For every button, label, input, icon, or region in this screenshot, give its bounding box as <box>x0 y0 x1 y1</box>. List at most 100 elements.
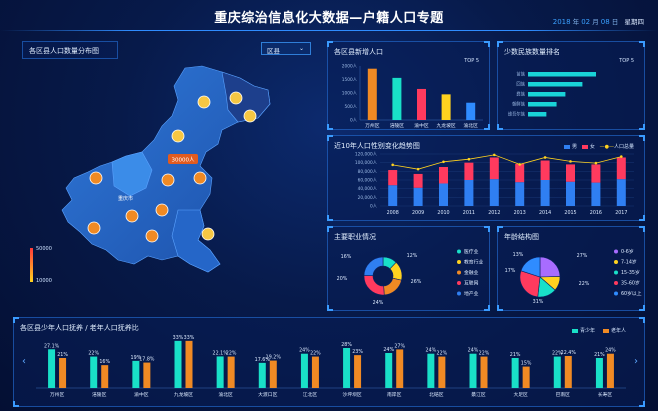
y-tick-label: 500人 <box>345 104 358 110</box>
x-tick-label: 綦江区 <box>471 391 486 398</box>
legend-dot <box>457 270 461 275</box>
marker-pin[interactable] <box>201 227 215 241</box>
pie-percent-label: 26% <box>411 279 422 285</box>
value-label-old: 21% <box>57 352 68 358</box>
bar-old <box>269 360 277 388</box>
x-tick-label: 涪陵区 <box>92 391 107 398</box>
legend-young: 青少年 <box>580 328 596 334</box>
y-tick-label: 20,000人 <box>358 195 378 201</box>
total-point <box>543 156 547 159</box>
trend-title: 近10年人口性别变化趋势图 <box>334 142 420 150</box>
bar <box>417 88 426 120</box>
value-label-old: 33% <box>184 335 195 341</box>
map-legend-max: 50000 <box>36 246 52 252</box>
y-tick-label: 回族 <box>516 81 525 88</box>
value-label-old: 15% <box>521 361 532 367</box>
bar-female <box>413 173 423 188</box>
date-day-suffix: 日 <box>611 18 619 26</box>
y-tick-label: 0人 <box>350 118 358 124</box>
page-title: 重庆综治信息化大数据—户籍人口专题 <box>214 11 444 26</box>
marker-pin[interactable] <box>87 221 101 235</box>
value-label-young: 22.1% <box>213 350 229 356</box>
y-tick-label: 维吾尔族 <box>508 111 526 118</box>
x-tick-label: 2011 <box>463 210 475 216</box>
bar-old <box>101 365 109 388</box>
value-label-young: 17.6% <box>255 357 271 363</box>
x-tick-label: 沙坪坝区 <box>342 391 361 398</box>
pie-percent-label: 24% <box>373 300 384 306</box>
y-tick-label: 1000人 <box>342 91 358 97</box>
pie-percent-label: 13% <box>513 252 524 258</box>
total-point <box>594 161 598 165</box>
legend-label: 医疗业 <box>464 248 479 255</box>
map-markers <box>87 91 257 243</box>
x-tick-label: 2014 <box>539 210 551 216</box>
map-region-north[interactable] <box>221 71 271 123</box>
legend-label: 互联网 <box>464 280 479 287</box>
legend-label: 金融业 <box>464 269 479 276</box>
map-popup <box>168 154 198 164</box>
bar-male <box>439 183 448 206</box>
bar-female <box>515 163 525 183</box>
legend-total: 人口总量 <box>613 144 634 150</box>
bar <box>528 92 566 97</box>
y-tick-label: 100,000人 <box>355 160 378 166</box>
marker-pin[interactable] <box>155 203 169 217</box>
district-select[interactable]: 区县 ⌄ <box>261 42 311 55</box>
bar-male <box>566 181 575 206</box>
bar-female <box>540 160 550 180</box>
bar-male <box>540 180 550 206</box>
bar-young <box>343 348 351 388</box>
next-arrow-icon[interactable]: › <box>634 356 638 367</box>
new-population-panel: 各区县新增人口 TOP 5 2000人 1500人 1000人 500人 0人 万州区 涪陵… <box>327 41 490 130</box>
x-tick-label: 2012 <box>488 210 500 216</box>
marker-pin[interactable] <box>125 209 139 223</box>
marker-pin[interactable] <box>89 171 103 185</box>
total-point <box>569 160 572 163</box>
x-tick-label: 南岸区 <box>387 391 402 398</box>
legend-dot <box>457 249 461 254</box>
legend-label: 7-14岁 <box>621 259 637 266</box>
marker-pin[interactable] <box>197 95 211 109</box>
value-label-old: 22.4% <box>561 350 577 356</box>
x-tick-label: 2017 <box>615 210 627 216</box>
legend-young-swatch <box>572 328 579 333</box>
marker-pin[interactable] <box>193 171 207 185</box>
bar-young <box>469 353 477 388</box>
bar <box>392 77 402 120</box>
value-label-old: 23% <box>352 349 363 355</box>
bar <box>466 102 476 120</box>
pie-percent-label: 22% <box>579 281 590 287</box>
x-tick-label: 万州区 <box>365 123 380 129</box>
prev-arrow-icon[interactable]: ‹ <box>22 356 26 367</box>
pie-slice <box>519 270 541 298</box>
value-label-young: 24% <box>426 348 437 354</box>
total-point <box>620 155 623 158</box>
bar <box>528 72 596 77</box>
value-label-young: 21% <box>594 352 605 358</box>
marker-pin[interactable] <box>243 109 257 123</box>
map-region-center[interactable] <box>111 151 153 197</box>
map-region-southeast[interactable] <box>171 209 221 273</box>
bar-young <box>90 356 98 388</box>
value-label-old: 16% <box>99 359 110 365</box>
bar-young <box>511 358 519 388</box>
marker-pin[interactable] <box>161 173 175 187</box>
x-tick-label: 北碚区 <box>429 391 444 398</box>
x-tick-label: 涪陵区 <box>390 122 405 129</box>
map-popup-label: 30000人 <box>172 157 195 164</box>
legend-male-swatch <box>564 144 571 149</box>
chongqing-map[interactable]: 30000人 重庆市 <box>22 60 322 300</box>
bar-male <box>413 187 423 206</box>
total-line <box>392 154 622 170</box>
marker-pin[interactable] <box>145 229 159 243</box>
bar-young <box>258 362 266 388</box>
marker-pin[interactable] <box>229 91 243 105</box>
pie-percent-label: 31% <box>533 299 544 305</box>
legend-dot <box>457 260 461 264</box>
value-label-old: 22% <box>479 351 490 357</box>
marker-pin[interactable] <box>171 129 185 143</box>
bar-young <box>553 356 561 388</box>
